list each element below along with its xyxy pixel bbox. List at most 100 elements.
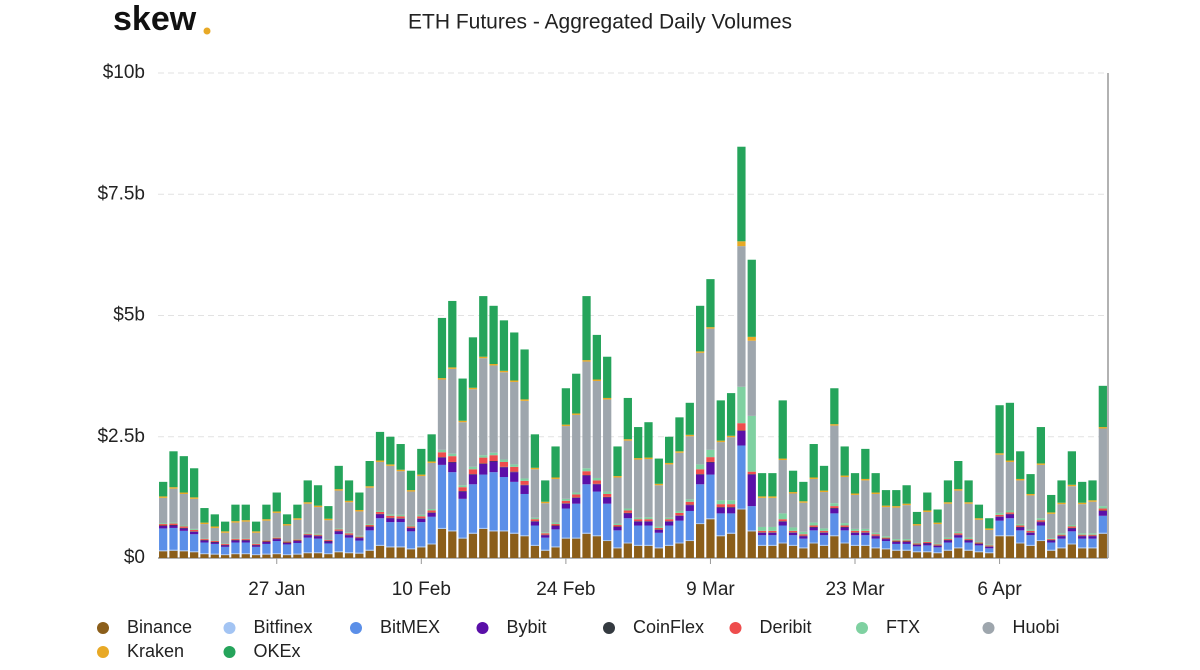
- bar-segment: [665, 464, 674, 518]
- bar-segment: [1036, 522, 1046, 526]
- bar-segment: [293, 539, 302, 541]
- bar-segment: [881, 507, 891, 537]
- bar-segment: [324, 554, 333, 558]
- bar-segment: [995, 405, 1004, 454]
- bar-segment: [159, 481, 168, 497]
- bar-segment: [850, 530, 860, 533]
- bar-segment: [1005, 518, 1015, 536]
- bar-segment: [489, 530, 498, 532]
- bar-segment: [902, 543, 911, 550]
- bar-segment: [1078, 504, 1087, 534]
- bar-segment: [510, 466, 519, 472]
- bar-segment: [220, 555, 230, 558]
- bar-segment: [561, 426, 571, 499]
- bar-segment: [1078, 533, 1087, 535]
- bar-segment: [510, 481, 519, 533]
- bar-segment: [881, 505, 891, 508]
- bar-segment: [695, 523, 705, 525]
- bar-segment: [355, 492, 364, 510]
- bar-segment: [468, 474, 478, 485]
- bar-segment: [1067, 486, 1076, 526]
- bar-segment: [251, 545, 261, 547]
- bar-segment: [159, 496, 168, 498]
- bar-segment: [974, 545, 984, 552]
- bar-segment: [282, 514, 292, 525]
- bar-segment: [778, 513, 787, 520]
- bar-segment: [933, 524, 942, 544]
- bar-segment: [468, 469, 478, 475]
- bar-segment: [644, 544, 653, 546]
- bar-segment: [530, 521, 540, 526]
- x-tick-label: 24 Feb: [536, 579, 595, 600]
- bar-segment: [344, 480, 354, 501]
- bar-segment: [1057, 480, 1066, 503]
- bar-segment: [995, 520, 1004, 536]
- bar-segment: [541, 550, 550, 558]
- bar-segment: [375, 514, 385, 519]
- bar-segment: [344, 552, 354, 554]
- bar-segment: [406, 548, 416, 550]
- logo-dot: [203, 27, 211, 35]
- bar-segment: [592, 536, 601, 558]
- bar-segment: [190, 497, 199, 499]
- bar-segment: [830, 425, 839, 504]
- bar-segment: [499, 531, 509, 558]
- bar-segment: [623, 518, 632, 543]
- bar-segment: [778, 519, 787, 522]
- legend-label: Binance: [127, 617, 192, 637]
- bar-segment: [850, 532, 860, 536]
- bar-segment: [985, 552, 994, 554]
- bar-segment: [344, 553, 354, 558]
- bar-segment: [603, 399, 612, 492]
- bar-segment: [530, 469, 540, 518]
- bar-segment: [985, 528, 994, 530]
- bar-segment: [448, 368, 457, 454]
- bar-segment: [437, 457, 447, 465]
- bar-segment: [1088, 501, 1097, 534]
- bar-segment: [179, 456, 188, 493]
- bar-segment: [850, 535, 860, 545]
- bar-segment: [861, 448, 870, 479]
- bar-segment: [200, 508, 209, 523]
- bar-segment: [417, 547, 426, 558]
- bar-segment: [458, 485, 467, 488]
- bar-segment: [169, 525, 178, 528]
- legend-label: BitMEX: [380, 617, 440, 637]
- bar-segment: [737, 423, 746, 431]
- bar-segment: [861, 480, 870, 529]
- bar-segment: [210, 514, 219, 527]
- bar-segment: [995, 536, 1004, 558]
- bar-segment: [1078, 548, 1087, 558]
- bar-segment: [386, 436, 395, 465]
- bar-segment: [654, 526, 663, 528]
- bar-segment: [169, 487, 178, 489]
- bar-segment: [634, 521, 643, 526]
- bar-segment: [489, 455, 498, 461]
- bar-segment: [1057, 538, 1066, 548]
- bar-segment: [499, 370, 509, 373]
- bar-segment: [923, 551, 932, 553]
- bar-segment: [1098, 532, 1107, 534]
- bar-segment: [923, 541, 932, 542]
- bar-segment: [799, 547, 808, 549]
- bar-segment: [809, 478, 818, 523]
- bar-segment: [313, 485, 323, 506]
- bar-segment: [768, 497, 777, 527]
- bar-segment: [551, 525, 560, 530]
- bar-segment: [262, 520, 271, 541]
- bar-segment: [293, 542, 302, 554]
- bar-segment: [561, 424, 571, 427]
- bar-segment: [313, 552, 323, 554]
- bar-segment: [1067, 451, 1076, 485]
- bar-segment: [179, 492, 188, 494]
- bar-segment: [1047, 549, 1056, 551]
- legend-label: OKEx: [254, 641, 301, 661]
- bar-segment: [561, 498, 571, 501]
- bar-segment: [406, 531, 416, 549]
- bar-segment: [541, 533, 550, 535]
- bar-segment: [995, 516, 1004, 521]
- bar-segment: [912, 551, 922, 553]
- bar-segment: [923, 552, 932, 558]
- bar-segment: [788, 470, 798, 493]
- bar-segment: [685, 436, 694, 500]
